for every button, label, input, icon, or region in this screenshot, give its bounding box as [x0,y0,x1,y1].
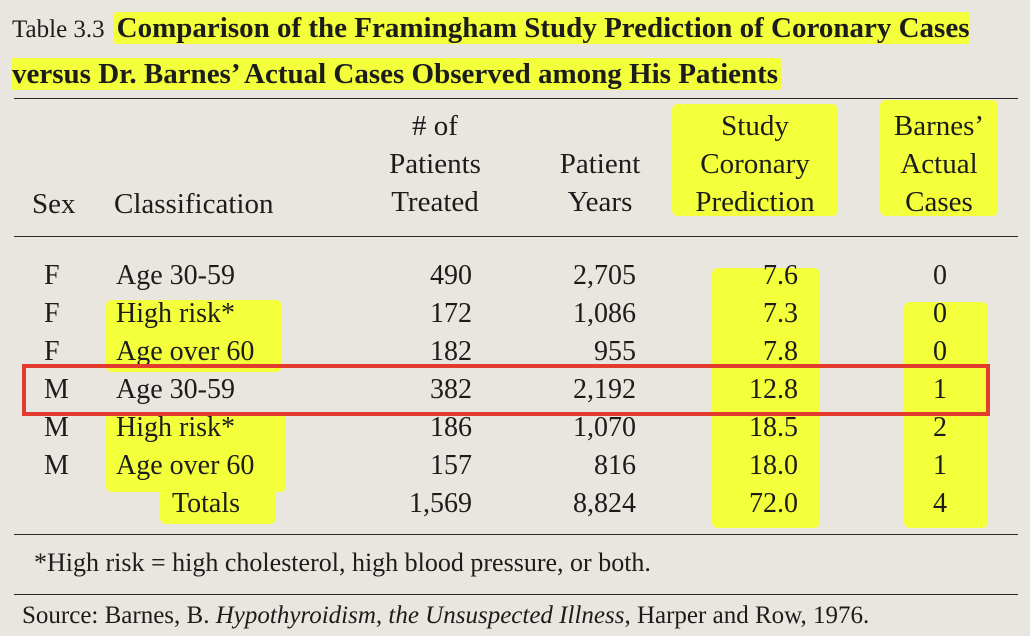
cell-years: 2,705 [573,260,636,291]
cell-sex: F [44,298,60,329]
header-patients-1: # of [412,110,458,142]
cell-years: 1,070 [573,412,636,443]
cell-patients: 186 [430,412,472,443]
cell-years: 1,086 [573,298,636,329]
totals-patients: 1,569 [409,488,472,519]
cell-patients: 490 [430,260,472,291]
source-citation: Source: Barnes, B. Hypothyroidism, the U… [22,602,869,630]
header-years-1: Patient [559,148,641,180]
header-years-2: Years [567,186,633,218]
cell-prediction: 18.5 [749,412,798,443]
cell-patients: 157 [430,450,472,481]
footnote: *High risk = high cholesterol, high bloo… [34,548,651,577]
totals-prediction: 72.0 [749,488,798,519]
bottom-rule [14,534,1018,535]
header-actual-3: Cases [905,186,973,218]
prediction-column-highlight [712,268,820,528]
cell-sex: M [44,374,69,405]
cell-classification: Age 30-59 [116,374,235,405]
header-prediction-3: Prediction [695,186,815,218]
cell-patients: 182 [430,336,472,367]
cell-sex: F [44,336,60,367]
source-prefix: Source: Barnes, B. [22,602,216,629]
cell-actual: 2 [933,412,947,443]
cell-classification: Age over 60 [116,450,255,481]
cell-sex: F [44,260,60,291]
header-actual-1: Barnes’ [893,110,985,142]
cell-years: 2,192 [573,374,636,405]
header-prediction-1: Study [721,110,789,142]
cell-sex: M [44,412,69,443]
cell-years: 955 [594,336,636,367]
class-highlight-f [106,300,282,372]
highlight-box-m-age-30-59 [22,364,990,416]
header-prediction-2: Coronary [700,148,810,180]
cell-prediction: 7.3 [763,298,798,329]
source-book-title: Hypothyroidism, the Unsuspected Illness [215,602,625,629]
header-patients-2: Patients [389,148,481,180]
table-title-text: Comparison of the Framingham Study Predi… [12,12,970,90]
cell-years: 816 [594,450,636,481]
cell-actual: 0 [933,336,947,367]
table-label: Table 3.3 [12,16,105,43]
actual-header-highlight [880,100,998,216]
header-rule [14,236,1018,237]
cell-classification: Age over 60 [116,336,255,367]
source-rule [14,594,1018,595]
cell-prediction: 12.8 [749,374,798,405]
cell-actual: 0 [933,298,947,329]
header-actual-2: Actual [900,148,978,180]
cell-actual: 1 [933,450,947,481]
totals-actual: 4 [933,488,947,519]
totals-highlight [160,488,276,524]
totals-years: 8,824 [573,488,636,519]
cell-sex: M [44,450,69,481]
cell-classification: Age 30-59 [116,260,235,291]
cell-patients: 382 [430,374,472,405]
top-rule [14,98,1018,99]
source-suffix: , Harper and Row, 1976. [624,602,870,629]
cell-prediction: 7.8 [763,336,798,367]
cell-actual: 0 [933,260,947,291]
class-highlight-m [106,412,286,492]
table-title: Table 3.3 Comparison of the Framingham St… [12,6,1022,96]
cell-prediction: 7.6 [763,260,798,291]
cell-classification: High risk* [116,298,235,329]
cell-actual: 1 [933,374,947,405]
header-classification: Classification [114,188,274,220]
cell-patients: 172 [430,298,472,329]
prediction-header-highlight [672,104,838,216]
totals-label: Totals [172,488,241,519]
header-patients-3: Treated [391,186,479,218]
cell-classification: High risk* [116,412,235,443]
header-sex: Sex [32,188,76,220]
cell-prediction: 18.0 [749,450,798,481]
